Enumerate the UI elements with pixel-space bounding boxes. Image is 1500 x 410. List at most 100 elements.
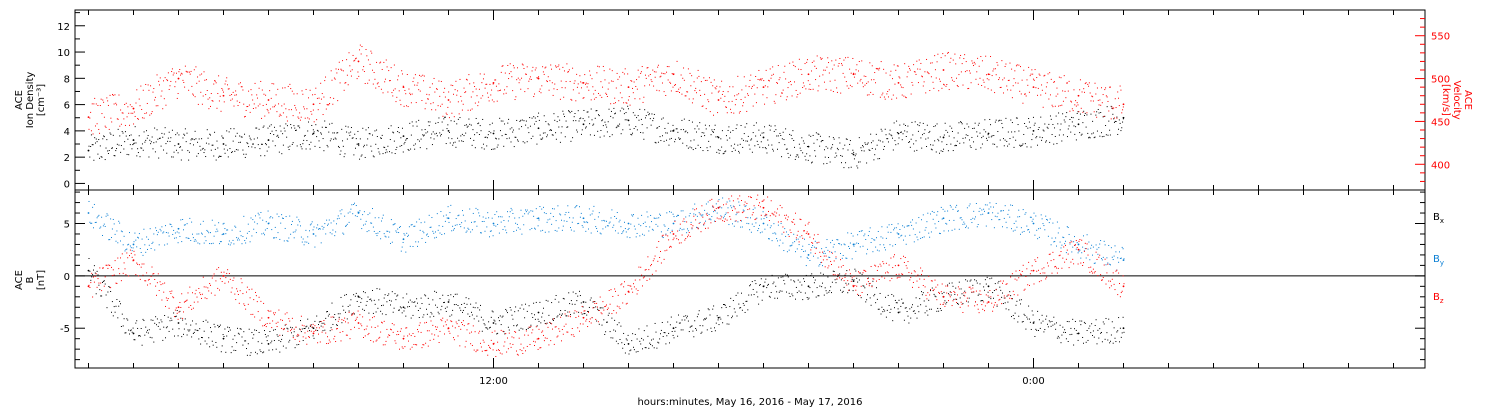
data-sample — [294, 127, 296, 129]
data-sample — [1092, 334, 1093, 336]
data-sample — [569, 112, 571, 114]
data-sample — [1065, 97, 1067, 99]
data-sample — [185, 141, 187, 143]
data-sample — [410, 317, 412, 319]
data-sample — [102, 234, 103, 236]
data-sample — [274, 226, 276, 228]
data-sample — [525, 120, 527, 122]
data-sample — [813, 60, 815, 62]
data-sample — [700, 147, 702, 149]
data-sample — [329, 97, 331, 99]
data-sample — [936, 310, 938, 312]
data-sample — [468, 298, 470, 300]
data-sample — [630, 133, 632, 135]
data-sample — [636, 88, 638, 90]
data-sample — [855, 250, 857, 252]
data-sample — [542, 71, 544, 73]
data-sample — [1002, 127, 1004, 129]
data-sample — [536, 77, 538, 79]
data-sample — [377, 307, 379, 309]
data-sample — [205, 94, 207, 96]
data-sample — [177, 242, 179, 244]
data-sample — [184, 318, 186, 320]
data-sample — [715, 136, 717, 138]
data-sample — [356, 143, 358, 145]
data-sample — [207, 321, 209, 323]
data-sample — [922, 85, 924, 87]
data-sample — [736, 124, 738, 126]
data-sample — [873, 239, 875, 241]
data-sample — [559, 68, 561, 70]
data-sample — [109, 286, 111, 288]
data-sample — [805, 88, 807, 90]
data-sample — [128, 329, 130, 331]
data-sample — [724, 213, 726, 215]
data-sample — [883, 309, 885, 311]
data-sample — [874, 293, 876, 295]
data-sample — [952, 59, 954, 61]
data-sample — [1078, 111, 1080, 113]
data-sample — [597, 65, 599, 67]
data-sample — [316, 129, 318, 131]
data-sample — [840, 279, 842, 281]
data-sample — [538, 219, 540, 221]
data-sample — [545, 121, 547, 123]
data-sample — [184, 128, 186, 130]
data-sample — [1043, 225, 1045, 227]
data-sample — [750, 294, 752, 296]
data-sample — [583, 97, 585, 99]
data-sample — [482, 118, 484, 120]
data-sample — [596, 227, 598, 229]
data-sample — [354, 58, 356, 60]
data-sample — [381, 217, 383, 219]
data-sample — [171, 68, 173, 70]
data-sample — [118, 220, 120, 222]
data-sample — [877, 230, 879, 232]
data-sample — [239, 141, 241, 143]
data-sample — [606, 321, 608, 323]
data-sample — [1045, 215, 1047, 217]
data-sample — [704, 209, 706, 211]
data-sample — [376, 235, 378, 237]
data-sample — [971, 60, 973, 62]
data-sample — [414, 148, 416, 150]
data-sample — [779, 239, 781, 241]
data-sample — [693, 81, 695, 83]
data-sample — [169, 140, 171, 142]
data-sample — [221, 135, 223, 137]
data-sample — [265, 103, 267, 105]
data-sample — [755, 75, 757, 77]
data-sample — [919, 122, 921, 124]
data-sample — [300, 320, 301, 322]
data-sample — [533, 215, 535, 217]
data-sample — [210, 134, 211, 136]
data-sample — [967, 301, 969, 303]
data-sample — [534, 123, 535, 125]
data-sample — [252, 337, 254, 339]
data-sample — [464, 220, 466, 222]
data-sample — [791, 95, 793, 97]
data-sample — [523, 308, 525, 310]
data-sample — [648, 347, 650, 349]
data-sample — [613, 107, 615, 109]
data-sample — [759, 146, 761, 148]
data-sample — [668, 332, 670, 334]
data-sample — [231, 151, 233, 153]
data-sample — [787, 152, 789, 154]
data-sample — [453, 116, 455, 118]
data-sample — [885, 249, 886, 251]
data-sample — [683, 315, 685, 317]
data-sample — [224, 83, 226, 85]
data-sample — [1057, 93, 1059, 95]
data-sample — [670, 211, 672, 213]
data-sample — [294, 347, 296, 349]
data-sample — [378, 151, 380, 153]
data-sample — [115, 102, 117, 104]
data-sample — [354, 59, 356, 61]
data-sample — [237, 237, 239, 239]
data-sample — [191, 336, 193, 338]
data-sample — [828, 256, 830, 258]
data-sample — [441, 103, 443, 105]
data-sample — [121, 313, 123, 315]
